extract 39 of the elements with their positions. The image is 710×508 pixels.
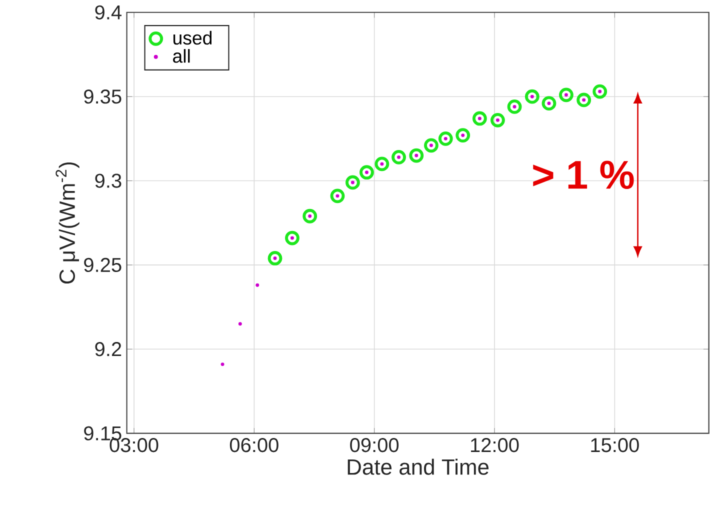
point bbox=[268, 251, 282, 266]
point bbox=[238, 322, 242, 326]
y-axis-title: C μV/(Wm$^{-2}$) bbox=[56, 162, 80, 284]
point bbox=[302, 208, 318, 224]
x-tick-label: 15:00 bbox=[591, 438, 639, 452]
point bbox=[220, 362, 224, 366]
point bbox=[524, 89, 540, 104]
point bbox=[490, 112, 505, 128]
y-tick-label: 9.15 bbox=[84, 426, 122, 440]
point bbox=[360, 165, 374, 180]
point bbox=[438, 131, 453, 146]
x-tick-label: 06:00 bbox=[230, 438, 278, 452]
point bbox=[392, 150, 406, 164]
y-tick-label: 9.4 bbox=[95, 5, 122, 20]
point bbox=[456, 128, 470, 143]
annotation: > 1 % bbox=[533, 160, 634, 189]
point bbox=[330, 188, 345, 204]
y-tick-label: 9.35 bbox=[84, 90, 122, 104]
point bbox=[507, 99, 522, 114]
y-tick-label: 9.3 bbox=[95, 174, 122, 188]
point bbox=[346, 175, 360, 190]
point bbox=[409, 148, 424, 163]
point bbox=[285, 230, 300, 246]
x-axis-title: Date and Time bbox=[348, 458, 489, 475]
point bbox=[576, 92, 592, 108]
point bbox=[559, 88, 574, 102]
point bbox=[424, 138, 438, 153]
point bbox=[374, 156, 390, 172]
point bbox=[472, 111, 487, 126]
x-tick-label: 09:00 bbox=[350, 438, 399, 452]
y-tick-label: 9.25 bbox=[84, 258, 122, 272]
x-tick-label: 12:00 bbox=[471, 438, 519, 452]
x-tick-label: 03:00 bbox=[110, 438, 158, 452]
legend-label: used bbox=[173, 30, 212, 45]
point bbox=[256, 283, 260, 287]
point bbox=[592, 84, 608, 99]
legend-label: all bbox=[173, 49, 190, 63]
y-tick-label: 9.2 bbox=[95, 342, 122, 356]
point bbox=[542, 96, 556, 111]
